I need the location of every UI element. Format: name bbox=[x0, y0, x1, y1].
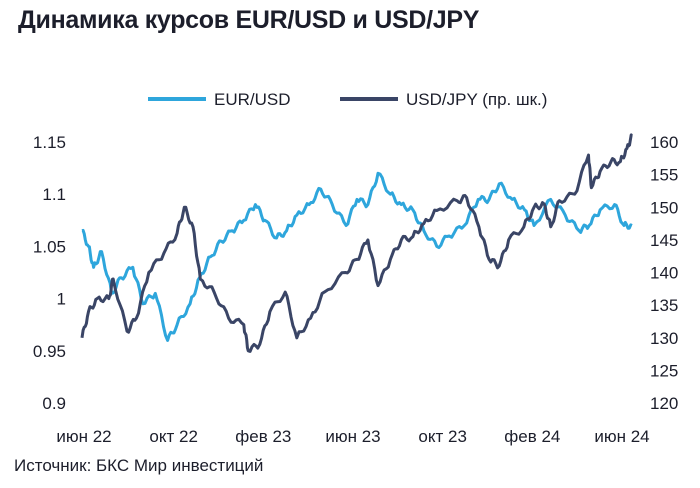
left-tick-label: 1.05 bbox=[33, 237, 66, 256]
series-group bbox=[80, 133, 633, 353]
x-tick-label: окт 22 bbox=[149, 427, 198, 446]
x-tick-label: окт 23 bbox=[418, 427, 467, 446]
right-tick-label: 155 bbox=[650, 166, 678, 185]
right-tick-label: 135 bbox=[650, 296, 678, 315]
x-tick-label: июн 24 bbox=[594, 427, 649, 446]
right-tick-label: 145 bbox=[650, 231, 678, 250]
x-axis: июн 22 окт 22 фев 23 июн 23 окт 23 фев 24 июн … bbox=[56, 427, 649, 446]
chart-title: Динамика курсов EUR/USD и USD/JPY bbox=[18, 6, 480, 34]
legend-label: USD/JPY (пр. шк.) bbox=[406, 90, 547, 109]
x-tick-label: июн 23 bbox=[325, 427, 380, 446]
right-tick-label: 125 bbox=[650, 361, 678, 380]
left-tick-label: 1.15 bbox=[33, 133, 66, 152]
x-tick-label: фев 24 bbox=[504, 427, 560, 446]
left-tick-label: 0.95 bbox=[33, 342, 66, 361]
eurusd-line bbox=[81, 171, 633, 342]
x-tick-label: июн 22 bbox=[56, 427, 111, 446]
right-tick-label: 140 bbox=[650, 264, 678, 283]
left-tick-label: 1.1 bbox=[42, 185, 66, 204]
source-note: Источник: БКС Мир инвестиций bbox=[14, 456, 264, 475]
right-tick-label: 120 bbox=[650, 394, 678, 413]
legend-label: EUR/USD bbox=[214, 90, 291, 109]
right-axis: 160 155 150 145 140 135 130 125 120 bbox=[650, 133, 678, 413]
right-tick-label: 160 bbox=[650, 133, 678, 152]
left-tick-label: 1 bbox=[57, 290, 66, 309]
left-tick-label: 0.9 bbox=[42, 394, 66, 413]
usdjpy-line bbox=[80, 133, 633, 353]
x-tick-label: фев 23 bbox=[235, 427, 291, 446]
right-tick-label: 150 bbox=[650, 198, 678, 217]
legend: EUR/USD USD/JPY (пр. шк.) bbox=[148, 90, 547, 109]
right-tick-label: 130 bbox=[650, 329, 678, 348]
left-axis: 1.15 1.1 1.05 1 0.95 0.9 bbox=[33, 133, 66, 413]
